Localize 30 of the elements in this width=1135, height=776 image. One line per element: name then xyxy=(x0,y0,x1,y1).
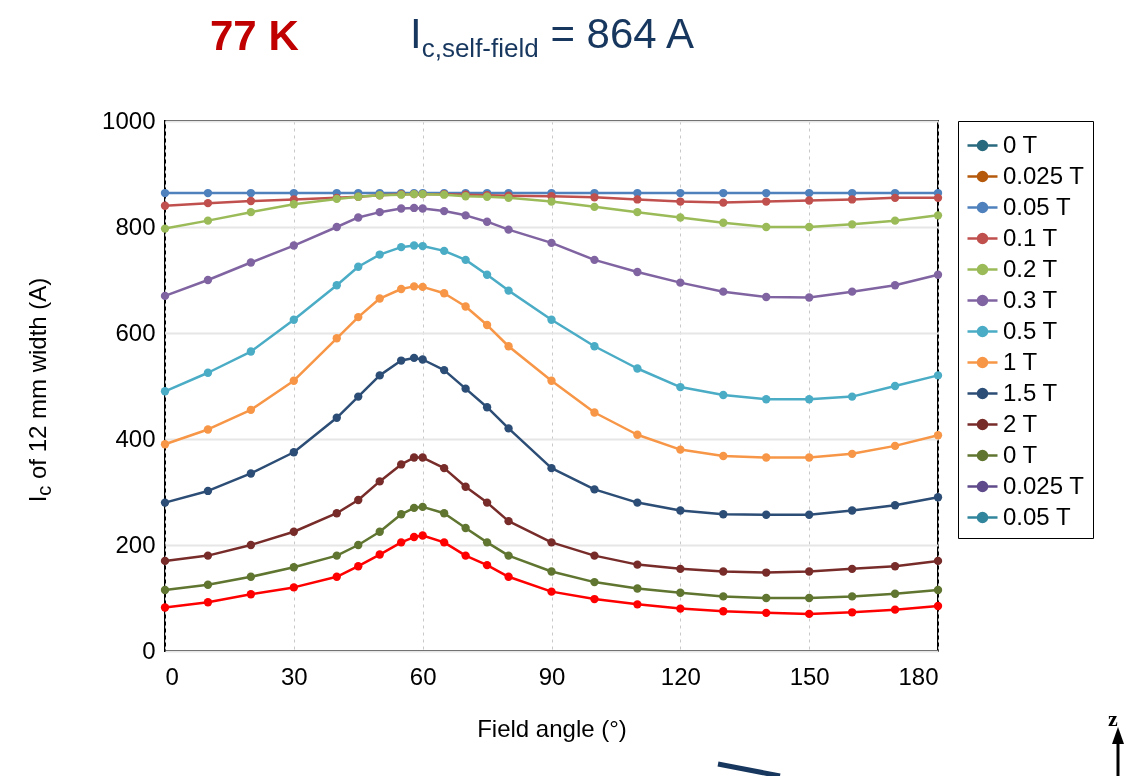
x-tick-label: 150 xyxy=(789,662,830,690)
text: z xyxy=(1108,706,1118,732)
legend-label: 0.1 T xyxy=(1003,223,1058,251)
x-axis-title: Field angle (°) xyxy=(477,714,627,742)
x-tick-label: 90 xyxy=(538,662,566,690)
y-tick-label: 400 xyxy=(115,424,156,452)
chart-title: 77 K xyxy=(210,12,299,60)
legend-label: 1.5 T xyxy=(1003,378,1058,406)
y-tick-label: 800 xyxy=(115,212,156,240)
legend-label: 1 T xyxy=(1003,347,1038,375)
legend-label: 0.05 T xyxy=(1003,502,1071,530)
x-tick-label: 180 xyxy=(898,662,939,690)
legend-label: 0 T xyxy=(1003,130,1038,158)
x-tick-label: 30 xyxy=(280,662,308,690)
chart-subtitle: I$_{c,self-field}$ = 864 A xyxy=(410,10,695,65)
legend-label: 0.5 T xyxy=(1003,316,1058,344)
legend-label: 0.3 T xyxy=(1003,285,1058,313)
legend-label: 0.025 T xyxy=(1003,471,1085,499)
x-tick-label: 120 xyxy=(660,662,701,690)
x-tick-label: 60 xyxy=(409,662,437,690)
x-tick-label: 0 xyxy=(165,662,179,690)
y-tick-label: 600 xyxy=(115,318,156,346)
legend-label: 0.025 T xyxy=(1003,161,1085,189)
legend-label: 0.05 T xyxy=(1003,192,1071,220)
y-tick-label: 0 xyxy=(142,636,156,664)
legend-label: 2 T xyxy=(1003,409,1038,437)
y-tick-label: 200 xyxy=(115,530,156,558)
legend-label: 0 T xyxy=(1003,440,1038,468)
y-tick-label: 1000 xyxy=(102,106,156,134)
legend-label: 0.2 T xyxy=(1003,254,1058,282)
